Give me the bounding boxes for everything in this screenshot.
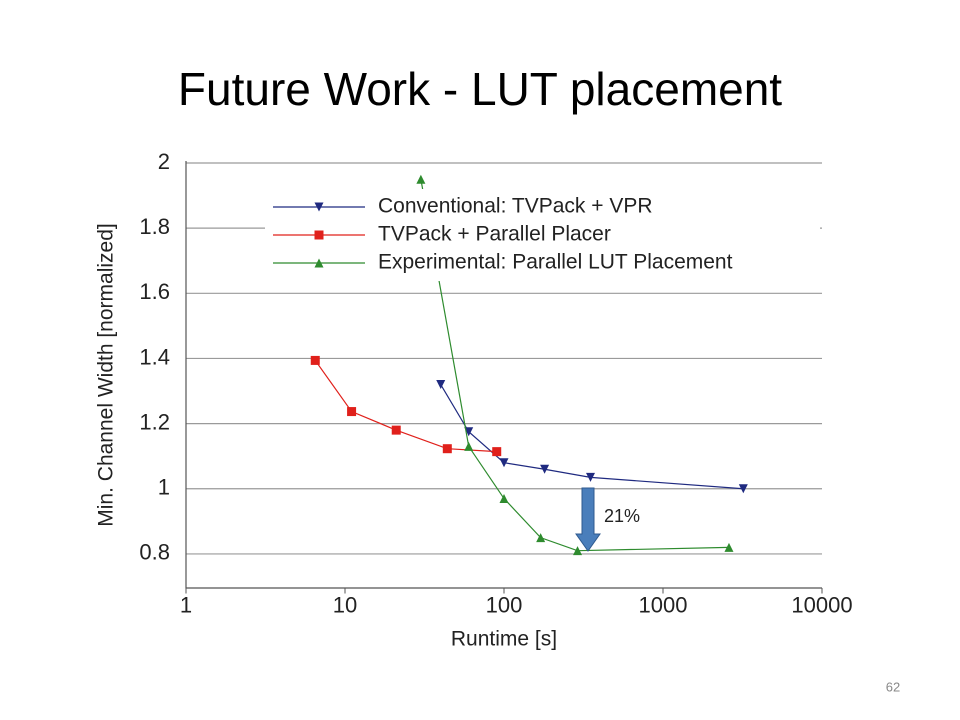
marker bbox=[391, 425, 401, 435]
marker bbox=[464, 427, 474, 437]
y-tick-label: 1.8 bbox=[139, 214, 170, 239]
marker bbox=[416, 174, 426, 184]
y-tick-label: 1.4 bbox=[139, 344, 170, 369]
marker bbox=[436, 380, 446, 390]
page-number: 62 bbox=[886, 679, 900, 694]
x-axis-label: Runtime [s] bbox=[451, 628, 557, 651]
y-tick-label: 1.6 bbox=[139, 279, 170, 304]
y-axis-label: Min. Channel Width [normalized] bbox=[95, 223, 118, 526]
y-tick-label: 0.8 bbox=[139, 540, 170, 565]
x-tick-label: 1000 bbox=[639, 592, 688, 617]
annotation-label: 21% bbox=[604, 506, 640, 526]
legend-label: Experimental: Parallel LUT Placement bbox=[378, 251, 733, 274]
marker bbox=[499, 458, 509, 468]
legend-label: TVPack + Parallel Placer bbox=[378, 223, 611, 246]
series-line bbox=[420, 179, 729, 552]
x-tick-label: 100 bbox=[486, 592, 523, 617]
y-tick-label: 1 bbox=[158, 475, 170, 500]
y-tick-label: 1.2 bbox=[139, 409, 170, 434]
marker bbox=[310, 355, 320, 365]
marker bbox=[499, 494, 509, 504]
x-tick-label: 10 bbox=[333, 592, 357, 617]
marker bbox=[540, 464, 550, 474]
marker bbox=[314, 202, 324, 212]
y-tick-label: 2 bbox=[158, 149, 170, 174]
marker bbox=[314, 258, 324, 268]
marker bbox=[442, 444, 452, 454]
marker bbox=[492, 447, 502, 457]
marker bbox=[738, 484, 748, 494]
marker bbox=[536, 533, 546, 543]
marker bbox=[586, 472, 596, 482]
legend-label: Conventional: TVPack + VPR bbox=[378, 195, 653, 218]
series-line bbox=[314, 360, 497, 453]
annotation-arrow bbox=[575, 487, 601, 552]
marker bbox=[464, 441, 474, 451]
x-tick-label: 10000 bbox=[791, 592, 852, 617]
marker bbox=[724, 542, 734, 552]
slide-title: Future Work - LUT placement bbox=[178, 63, 782, 115]
x-tick-label: 1 bbox=[180, 592, 192, 617]
marker bbox=[314, 230, 324, 240]
series-line bbox=[440, 384, 744, 490]
marker bbox=[347, 407, 357, 417]
marker bbox=[573, 546, 583, 556]
